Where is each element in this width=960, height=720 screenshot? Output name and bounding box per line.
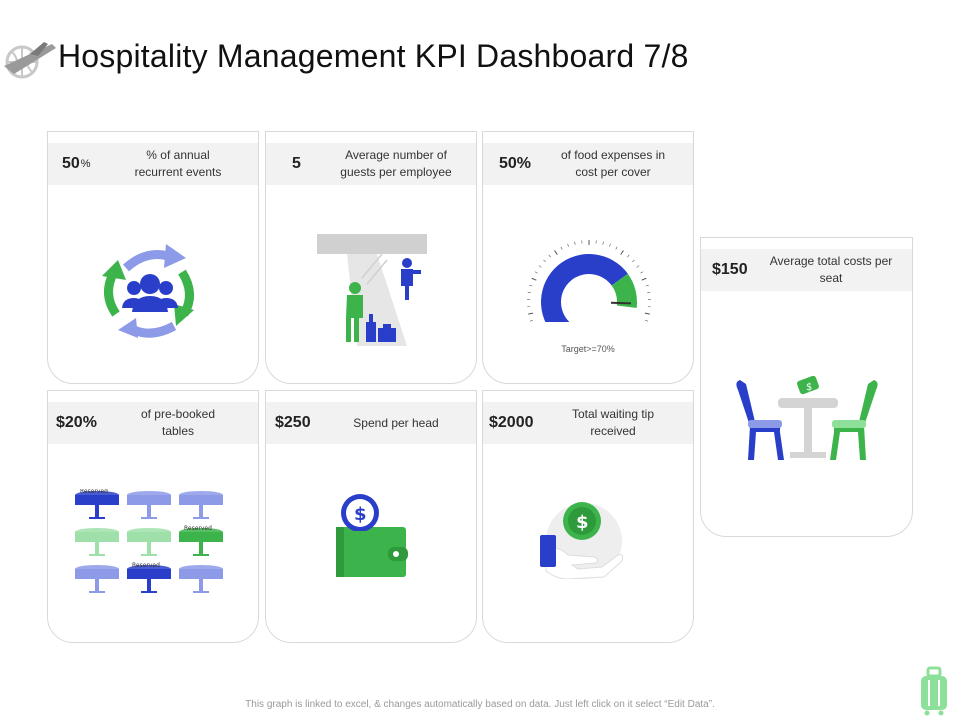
reserved-label: Reserved bbox=[132, 562, 160, 569]
gauge-tick bbox=[567, 243, 569, 247]
gauge-tick bbox=[529, 319, 533, 322]
gauge-tick bbox=[560, 246, 563, 250]
reserved-tables-icon: Reserved Reserved Reserved bbox=[75, 489, 223, 593]
gauge-tick bbox=[531, 277, 537, 281]
kpi-band bbox=[483, 143, 693, 185]
kpi-band bbox=[266, 143, 476, 185]
kpi-band bbox=[483, 402, 693, 444]
gauge-tick bbox=[632, 259, 635, 263]
kpi-description: of pre-booked tables bbox=[140, 407, 216, 438]
gauge-tick bbox=[534, 271, 538, 274]
luggage-icon bbox=[921, 666, 947, 716]
kpi-card-waiting-tip[interactable]: $2000 Total waiting tip received $ bbox=[482, 390, 694, 643]
wallet-icon: $ bbox=[336, 494, 408, 577]
gauge-tick bbox=[602, 241, 604, 245]
gauge-tick bbox=[615, 246, 618, 250]
hand-coin-icon: $ bbox=[540, 502, 623, 579]
gauge-tick bbox=[640, 271, 644, 274]
hotel-reception-icon bbox=[317, 234, 427, 346]
gauge-tick bbox=[538, 265, 542, 268]
reserved-label: Reserved bbox=[184, 525, 212, 532]
kpi-description: Spend per head bbox=[353, 415, 439, 430]
kpi-value: 50% bbox=[499, 155, 532, 172]
reserved-table: Reserved bbox=[127, 562, 171, 593]
kpi-band bbox=[48, 402, 258, 444]
footer-note: This graph is linked to excel, & changes… bbox=[245, 699, 715, 710]
table bbox=[127, 491, 171, 519]
gauge-needle bbox=[610, 301, 632, 305]
kpi-card-costs-per-seat[interactable]: $150 Average total costs per seat $ bbox=[700, 237, 913, 537]
gauge-band-green bbox=[611, 273, 637, 309]
page-title: Hospitality Management KPI Dashboard 7/8 bbox=[58, 38, 689, 74]
gauge-tick bbox=[543, 259, 546, 263]
cycle-people-icon bbox=[102, 244, 194, 338]
gauge-tick bbox=[641, 277, 647, 281]
kpi-card-annual-events[interactable]: 50% % of annual recurrent events bbox=[47, 131, 259, 384]
table bbox=[75, 528, 119, 556]
kpi-description: Average total costs per seat bbox=[769, 254, 893, 285]
gauge-tick bbox=[645, 319, 649, 322]
gauge-tick bbox=[636, 265, 640, 268]
table bbox=[179, 491, 223, 519]
gauge-icon bbox=[527, 240, 651, 322]
kpi-value: $150 bbox=[712, 261, 748, 278]
kpi-description: % of annual recurrent events bbox=[134, 148, 222, 179]
gauge-tick bbox=[528, 312, 534, 315]
gauge-tick bbox=[548, 254, 551, 258]
kpi-value: 5 bbox=[292, 155, 301, 172]
kpi-description: Total waiting tip received bbox=[571, 407, 655, 438]
reserved-label: Reserved bbox=[80, 489, 108, 495]
gauge-tick bbox=[627, 254, 630, 258]
gauge-tick bbox=[645, 284, 649, 287]
gauge-tick bbox=[529, 284, 533, 287]
gauge-tick bbox=[644, 312, 650, 315]
kpi-card-spend-per-head[interactable]: $250 Spend per head $ bbox=[265, 390, 477, 643]
kpi-value: $20% bbox=[56, 414, 97, 431]
kpi-band bbox=[266, 402, 476, 444]
kpi-card-food-expenses[interactable]: 50% of food expenses in cost per cover T… bbox=[482, 131, 694, 384]
table bbox=[127, 528, 171, 556]
kpi-band bbox=[701, 249, 912, 291]
reserved-table: Reserved bbox=[179, 525, 223, 556]
svg-text:$: $ bbox=[806, 382, 812, 393]
gauge-tick bbox=[554, 250, 558, 255]
svg-text:$: $ bbox=[576, 512, 589, 533]
gauge-band-blue bbox=[541, 254, 628, 322]
table bbox=[179, 565, 223, 593]
airplane-globe-logo-icon bbox=[4, 42, 56, 79]
kpi-description: of food expenses in cost per cover bbox=[560, 148, 666, 179]
gauge-tick bbox=[609, 243, 611, 247]
gauge-target-label: Target>=70% bbox=[561, 344, 615, 354]
kpi-card-guests-per-employee[interactable]: 5 Average number of guests per employee bbox=[265, 131, 477, 384]
reserved-table: Reserved bbox=[75, 489, 119, 519]
kpi-description: Average number of guests per employee bbox=[340, 148, 452, 179]
gauge-tick bbox=[574, 241, 576, 245]
kpi-value: $250 bbox=[275, 414, 311, 431]
gauge-tick bbox=[620, 250, 624, 255]
kpi-value: 50% bbox=[62, 155, 91, 172]
svg-text:$: $ bbox=[354, 504, 367, 525]
kpi-value: $2000 bbox=[489, 414, 534, 431]
table bbox=[75, 565, 119, 593]
kpi-band bbox=[48, 143, 258, 185]
dining-table-icon: $ bbox=[736, 375, 878, 460]
kpi-card-pre-booked[interactable]: $20% of pre-booked tables Reserved Reserv… bbox=[47, 390, 259, 643]
